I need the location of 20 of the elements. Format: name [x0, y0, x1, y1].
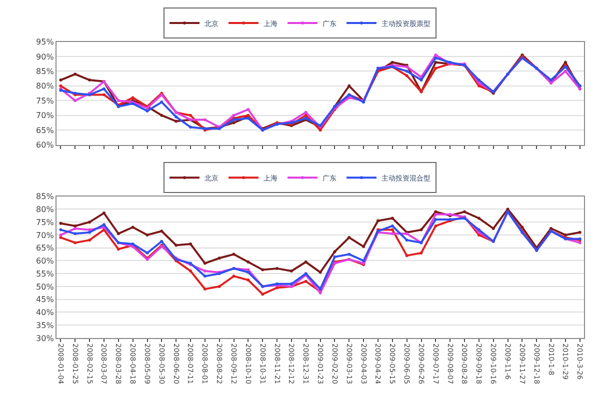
y-tick-label: 75% [36, 96, 54, 106]
y-tick-label: 85% [36, 67, 54, 76]
y-tick-label: 70% [36, 111, 54, 120]
y-tick-label: 55% [36, 269, 54, 278]
y-tick-label: 75% [36, 218, 54, 227]
y-tick-label: 45% [36, 295, 54, 304]
y-tick-label: 50% [36, 282, 54, 292]
y-tick-label: 85% [36, 192, 54, 202]
y-tick-label: 65% [36, 244, 54, 253]
y-tick-label: 35% [36, 320, 54, 330]
y-tick-label: 40% [36, 308, 54, 318]
y-tick-label: 95% [36, 38, 54, 47]
y-tick-label: 80% [36, 205, 54, 214]
y-tick-label: 80% [36, 82, 54, 91]
y-tick-label: 90% [36, 52, 54, 62]
y-tick-label: 65% [36, 126, 54, 135]
y-tick-label: 60% [36, 140, 54, 150]
y-tick-label: 30% [36, 334, 54, 343]
y-tick-label: 70% [36, 230, 54, 240]
y-tick-label: 60% [36, 256, 54, 266]
